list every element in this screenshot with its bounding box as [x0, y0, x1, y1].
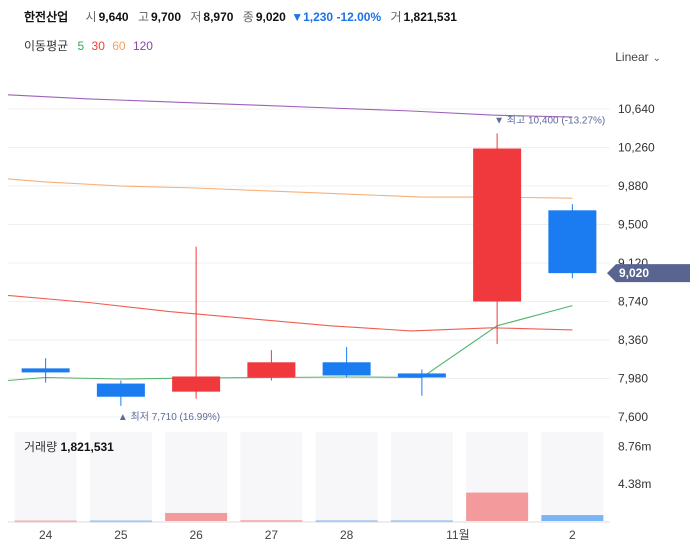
current-price-tag [607, 264, 690, 283]
open-value: 9,640 [98, 10, 129, 24]
ma-period-30[interactable]: 30 [91, 39, 105, 53]
candle-body[interactable] [21, 368, 70, 373]
ma-line-120 [7, 94, 573, 118]
x-tick-label: 27 [265, 528, 279, 542]
ma-line-60 [7, 178, 573, 199]
y-tick-label: 9,500 [618, 218, 648, 232]
candle-body[interactable] [397, 373, 446, 378]
y-tick-label: 10,640 [618, 102, 655, 116]
close-value: 9,020 [255, 10, 286, 24]
candle-body[interactable] [96, 383, 145, 397]
ma-period-5[interactable]: 5 [77, 39, 85, 53]
candle-body[interactable] [322, 362, 371, 376]
volume-slot [89, 432, 152, 521]
volume-bar[interactable] [390, 520, 453, 523]
high-value: 9,700 [150, 10, 182, 24]
volume-panel-label: 거래량 [24, 440, 58, 454]
x-tick-label: 26 [189, 528, 203, 542]
volume-slot [14, 432, 77, 521]
ma-period-120[interactable]: 120 [132, 39, 153, 53]
candle-body[interactable] [172, 376, 221, 392]
candle-body[interactable] [473, 148, 522, 302]
ma-line-30 [7, 294, 573, 332]
y-tick-label: 10,260 [618, 141, 655, 155]
x-tick-label: 24 [39, 528, 53, 542]
high-annotation: ▼ 최고 10,400 (-13.27%) [494, 114, 605, 126]
chevron-down-icon: ⌄ [652, 53, 661, 64]
ma-period-60[interactable]: 60 [112, 39, 126, 53]
y-tick-label: 8,740 [618, 295, 648, 309]
x-tick-label: 25 [114, 528, 128, 542]
volume-bar[interactable] [315, 520, 378, 523]
close-label: 종 [242, 10, 254, 24]
volume-slot [541, 432, 604, 521]
volume-slot [165, 432, 228, 521]
volume-value: 1,821,531 [403, 10, 457, 24]
open-label: 시 [85, 10, 97, 24]
volume-slot [240, 432, 303, 521]
ma-label: 이동평균 [24, 39, 69, 53]
x-tick-label: 11월 [446, 528, 470, 542]
scale-dropdown[interactable]: Linear ⌄ [615, 50, 661, 64]
volume-panel-title: 거래량 1,821,531 [24, 438, 114, 455]
current-price-text: 9,020 [619, 266, 649, 280]
volume-label: 거 [390, 10, 402, 24]
volume-bar[interactable] [240, 520, 303, 523]
volume-tick-label: 8.76m [618, 440, 651, 454]
volume-panel-value: 1,821,531 [60, 440, 114, 454]
low-label: 저 [190, 10, 202, 24]
volume-slot [390, 432, 453, 521]
volume-bar[interactable] [165, 512, 228, 521]
low-annotation: ▲ 최저 7,710 (16.99%) [118, 411, 220, 423]
y-tick-label: 7,600 [618, 410, 648, 424]
moving-average-legend[interactable]: 이동평균 5 30 60 120 [24, 37, 157, 54]
low-value: 8,970 [203, 10, 234, 24]
x-tick-label: 28 [340, 528, 354, 542]
volume-tick-label: 4.38m [618, 477, 651, 491]
candle-body[interactable] [247, 362, 296, 378]
stock-name: 한전산업 [24, 10, 69, 24]
high-label: 고 [137, 10, 149, 24]
volume-slot [315, 432, 378, 521]
scale-mode-label: Linear [615, 50, 649, 64]
stock-header: 한전산업 시 9,640 고 9,700 저 8,970 종 9,020 ▼1,230 … [24, 8, 459, 26]
volume-bar[interactable] [541, 515, 604, 521]
x-tick-label: 2 [569, 528, 576, 542]
change-value: ▼1,230 -12.00% [291, 10, 382, 24]
y-tick-label: 8,360 [618, 333, 648, 347]
candle-body[interactable] [548, 210, 597, 274]
y-tick-label: 9,880 [618, 179, 648, 193]
volume-bar[interactable] [466, 492, 529, 521]
y-tick-label: 7,980 [618, 372, 648, 386]
